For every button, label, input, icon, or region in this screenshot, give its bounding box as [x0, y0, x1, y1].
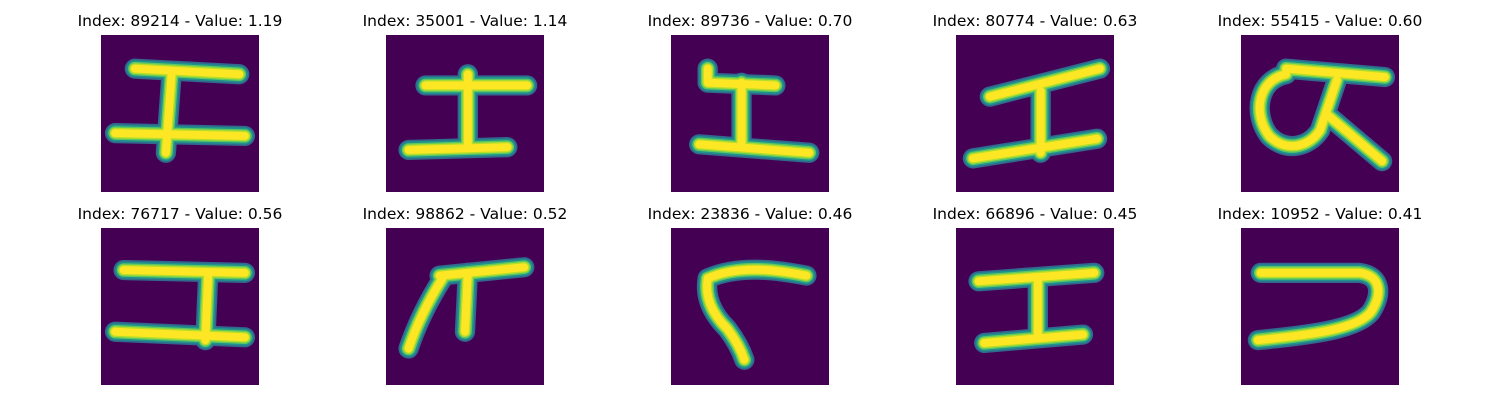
image-panel: Index: 10952 - Value: 0.41: [1200, 205, 1440, 385]
handwritten-character-image: [1241, 35, 1399, 192]
glyph-stroke: [130, 64, 244, 79]
panel-title: Index: 89736 - Value: 0.70: [647, 12, 853, 30]
glyph-stroke: [703, 274, 749, 364]
glyph-stroke: [703, 265, 811, 283]
image-panel: Index: 55415 - Value: 0.60: [1200, 12, 1440, 192]
glyph-stroke: [201, 268, 213, 345]
image-panel: Index: 23836 - Value: 0.46: [630, 205, 870, 385]
image-panel: Index: 66896 - Value: 0.45: [915, 205, 1155, 385]
panel-title: Index: 98862 - Value: 0.52: [362, 205, 568, 223]
image-panel: Index: 89736 - Value: 0.70: [630, 12, 870, 192]
image-panel: Index: 80774 - Value: 0.63: [915, 12, 1155, 192]
panel-title: Index: 66896 - Value: 0.45: [932, 205, 1138, 223]
glyph-stroke: [985, 64, 1104, 101]
glyph-stroke: [119, 266, 249, 277]
handwritten-character-image: [386, 35, 544, 192]
glyph-stroke: [404, 143, 512, 154]
glyph-stroke: [968, 134, 1102, 163]
glyph-stroke: [703, 64, 780, 90]
handwritten-character-image: [386, 228, 544, 385]
glyph-stroke: [1253, 268, 1383, 345]
panel-title: Index: 35001 - Value: 1.14: [362, 12, 568, 30]
image-panel: Index: 35001 - Value: 1.14: [345, 12, 585, 192]
panel-title: Index: 76717 - Value: 0.56: [77, 205, 283, 223]
handwritten-character-image: [956, 228, 1114, 385]
glyph-stroke: [404, 274, 447, 353]
glyph-stroke: [1255, 70, 1341, 150]
image-panel: Index: 89214 - Value: 1.19: [60, 12, 300, 192]
glyph-stroke: [695, 140, 814, 157]
image-panel: Index: 98862 - Value: 0.52: [345, 205, 585, 385]
glyph-stroke: [111, 129, 249, 140]
glyph-stroke: [1282, 64, 1389, 81]
handwritten-character-image: [671, 35, 829, 192]
panel-title: Index: 10952 - Value: 0.41: [1217, 205, 1423, 223]
panel-title: Index: 55415 - Value: 0.60: [1217, 12, 1423, 30]
glyph-stroke: [980, 330, 1087, 347]
glyph-stroke: [111, 327, 249, 342]
panel-title: Index: 23836 - Value: 0.46: [647, 205, 853, 223]
panel-title: Index: 80774 - Value: 0.63: [932, 12, 1138, 30]
glyph-stroke: [161, 70, 176, 157]
image-panel: Index: 76717 - Value: 0.56: [60, 205, 300, 385]
handwritten-character-image: [671, 228, 829, 385]
glyph-stroke: [435, 263, 529, 280]
handwritten-character-image: [101, 228, 259, 385]
glyph-stroke: [461, 268, 472, 336]
handwritten-character-image: [101, 35, 259, 192]
handwritten-character-image: [956, 35, 1114, 192]
glyph-stroke: [1321, 109, 1387, 166]
handwritten-character-image: [1241, 228, 1399, 385]
panel-title: Index: 89214 - Value: 1.19: [77, 12, 283, 30]
